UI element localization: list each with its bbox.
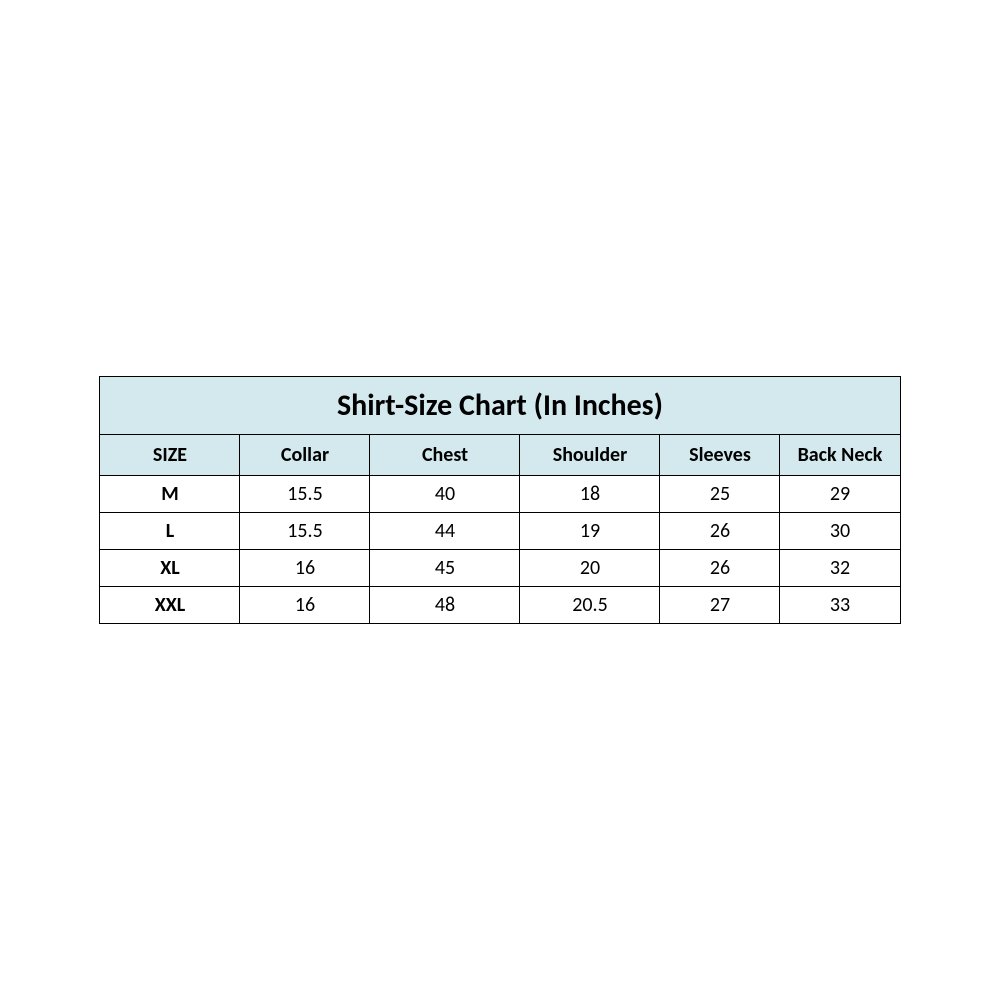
cell-value: 16 (240, 550, 370, 587)
cell-value: 25 (660, 476, 780, 513)
row-size-label: L (100, 513, 240, 550)
table-row: XXL 16 48 20.5 27 33 (100, 587, 900, 624)
cell-value: 40 (370, 476, 520, 513)
cell-value: 20.5 (520, 587, 660, 624)
cell-value: 18 (520, 476, 660, 513)
cell-value: 29 (780, 476, 900, 513)
cell-value: 44 (370, 513, 520, 550)
table-row: XL 16 45 20 26 32 (100, 550, 900, 587)
cell-value: 19 (520, 513, 660, 550)
cell-value: 20 (520, 550, 660, 587)
cell-value: 30 (780, 513, 900, 550)
cell-value: 16 (240, 587, 370, 624)
col-header-sleeves: Sleeves (660, 435, 780, 476)
cell-value: 26 (660, 550, 780, 587)
col-header-backneck: Back Neck (780, 435, 900, 476)
row-size-label: XL (100, 550, 240, 587)
cell-value: 33 (780, 587, 900, 624)
header-row: SIZE Collar Chest Shoulder Sleeves Back … (100, 435, 900, 476)
cell-value: 45 (370, 550, 520, 587)
cell-value: 15.5 (240, 476, 370, 513)
page-container: Shirt-Size Chart (In Inches) SIZE Collar… (0, 0, 1000, 1000)
table-row: M 15.5 40 18 25 29 (100, 476, 900, 513)
row-size-label: XXL (100, 587, 240, 624)
col-header-chest: Chest (370, 435, 520, 476)
col-header-size: SIZE (100, 435, 240, 476)
cell-value: 27 (660, 587, 780, 624)
cell-value: 26 (660, 513, 780, 550)
cell-value: 15.5 (240, 513, 370, 550)
title-row: Shirt-Size Chart (In Inches) (100, 377, 900, 435)
col-header-shoulder: Shoulder (520, 435, 660, 476)
cell-value: 32 (780, 550, 900, 587)
table-title: Shirt-Size Chart (In Inches) (100, 377, 900, 435)
col-header-collar: Collar (240, 435, 370, 476)
table-row: L 15.5 44 19 26 30 (100, 513, 900, 550)
size-chart-table: Shirt-Size Chart (In Inches) SIZE Collar… (99, 376, 900, 624)
row-size-label: M (100, 476, 240, 513)
cell-value: 48 (370, 587, 520, 624)
